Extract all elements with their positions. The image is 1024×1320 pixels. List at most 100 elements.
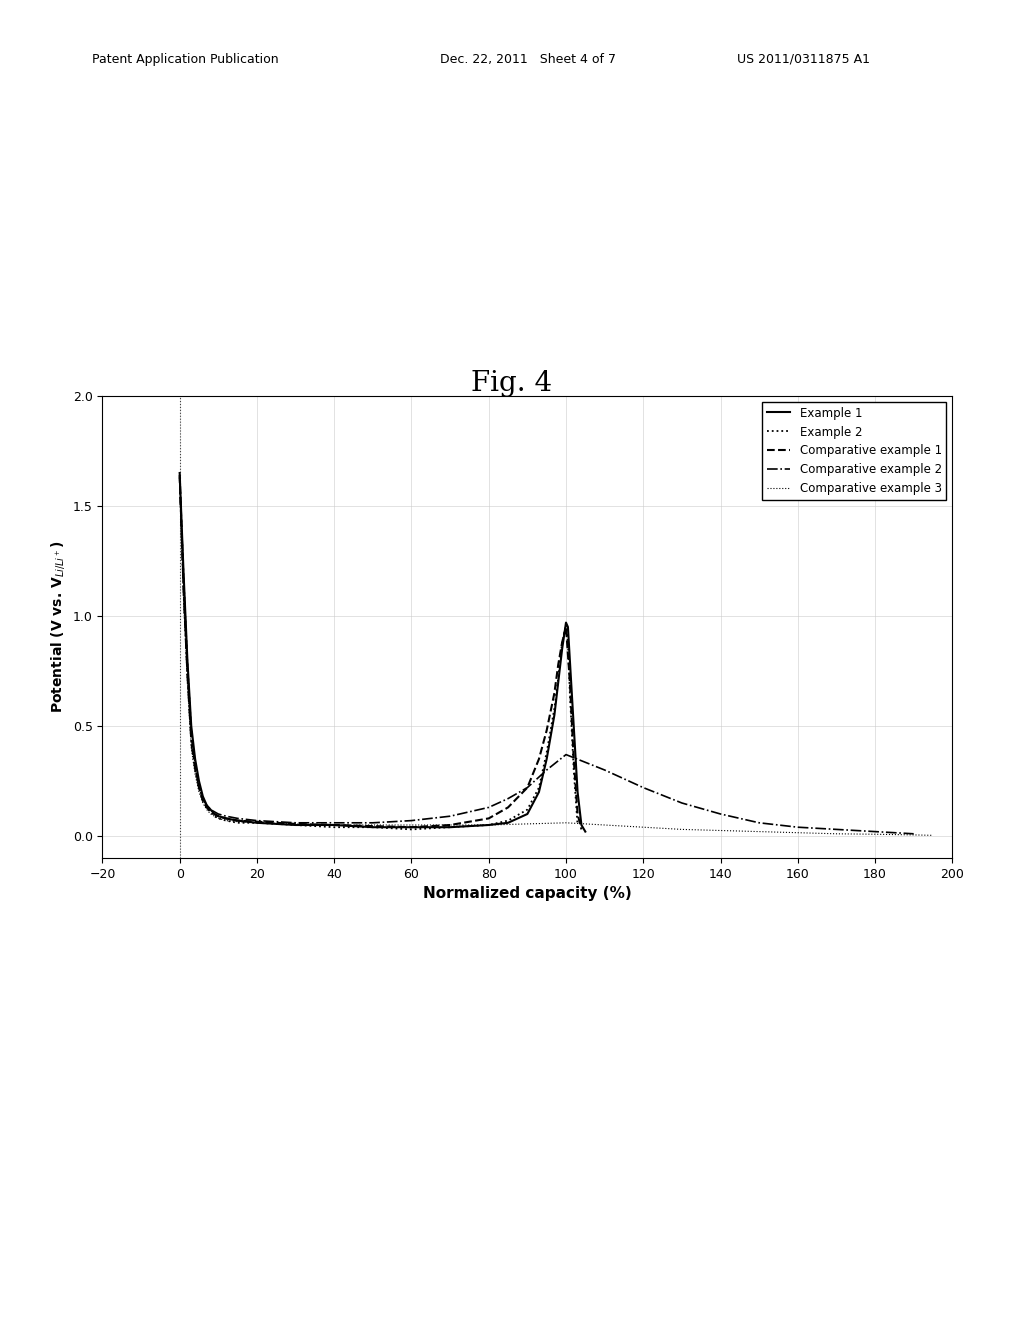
Example 2 <box>567 762 580 777</box>
Example 1 <box>563 652 575 668</box>
Comparative example 1 <box>521 780 534 796</box>
Example 1 <box>532 784 545 800</box>
Comparative example 3 <box>444 817 457 833</box>
Comparative example 1 <box>290 816 302 832</box>
Comparative example 1 <box>201 800 213 816</box>
Comparative example 1 <box>548 685 560 701</box>
Comparative example 1 <box>189 758 202 774</box>
Example 2 <box>208 808 220 824</box>
Comparative example 3 <box>830 826 843 842</box>
Comparative example 1 <box>444 817 457 833</box>
Comparative example 3 <box>189 767 202 783</box>
Comparative example 3 <box>231 813 244 830</box>
Example 1 <box>571 784 584 800</box>
Comparative example 1 <box>552 656 564 672</box>
Comparative example 2 <box>328 814 340 830</box>
Example 2 <box>290 817 302 833</box>
Example 2 <box>521 801 534 817</box>
Comparative example 1 <box>193 780 205 796</box>
Comparative example 1 <box>482 810 495 826</box>
Example 2 <box>482 817 495 833</box>
Comparative example 1 <box>208 807 220 822</box>
Comparative example 2 <box>869 824 882 840</box>
Comparative example 3 <box>482 817 495 833</box>
Example 2 <box>231 814 244 830</box>
Comparative example 2 <box>173 471 185 487</box>
Comparative example 2 <box>201 797 213 813</box>
Comparative example 2 <box>205 801 217 817</box>
Comparative example 3 <box>792 825 804 841</box>
Line: Comparative example 2: Comparative example 2 <box>179 479 913 834</box>
Example 1 <box>556 642 568 657</box>
Comparative example 2 <box>715 807 727 822</box>
Comparative example 3 <box>185 741 198 756</box>
Comparative example 1 <box>181 661 194 677</box>
Example 1 <box>521 807 534 822</box>
Comparative example 2 <box>189 762 202 777</box>
Example 2 <box>406 821 418 837</box>
Comparative example 3 <box>907 826 920 843</box>
Comparative example 1 <box>205 804 217 820</box>
Example 1 <box>552 675 564 690</box>
Example 1 <box>482 817 495 833</box>
Example 2 <box>560 616 572 632</box>
Example 1 <box>328 817 340 833</box>
Comparative example 1 <box>328 817 340 833</box>
Example 1 <box>205 801 217 817</box>
Example 2 <box>571 817 584 833</box>
Example 2 <box>181 656 194 672</box>
Comparative example 2 <box>181 669 194 685</box>
Comparative example 2 <box>367 814 379 830</box>
Comparative example 1 <box>556 635 568 651</box>
Comparative example 3 <box>181 675 194 690</box>
Example 1 <box>548 708 560 723</box>
Comparative example 1 <box>541 722 553 738</box>
Example 2 <box>212 810 224 826</box>
Example 2 <box>197 791 209 807</box>
Example 2 <box>552 669 564 685</box>
Example 1 <box>201 797 213 813</box>
Example 1 <box>181 652 194 668</box>
Comparative example 1 <box>563 675 575 690</box>
Example 1 <box>580 824 592 840</box>
Example 2 <box>563 685 575 701</box>
Example 1 <box>212 808 224 824</box>
Comparative example 2 <box>177 586 189 602</box>
Example 2 <box>502 813 514 829</box>
Example 1 <box>367 820 379 836</box>
Example 1 <box>197 788 209 804</box>
Example 1 <box>185 718 198 734</box>
Example 1 <box>575 817 588 833</box>
Comparative example 2 <box>290 814 302 830</box>
Example 1 <box>208 807 220 822</box>
Example 2 <box>220 813 232 829</box>
Comparative example 1 <box>567 751 580 767</box>
Text: US 2011/0311875 A1: US 2011/0311875 A1 <box>737 53 870 66</box>
Comparative example 2 <box>521 780 534 796</box>
Example 2 <box>556 635 568 651</box>
Text: Dec. 22, 2011   Sheet 4 of 7: Dec. 22, 2011 Sheet 4 of 7 <box>440 53 616 66</box>
Example 1 <box>189 751 202 767</box>
Example 1 <box>177 564 189 579</box>
Example 1 <box>562 619 574 635</box>
Line: Example 1: Example 1 <box>179 473 586 832</box>
Comparative example 2 <box>231 810 244 826</box>
Comparative example 3 <box>676 821 688 837</box>
Comparative example 3 <box>201 801 213 817</box>
Comparative example 3 <box>193 784 205 800</box>
Example 1 <box>567 718 580 734</box>
Comparative example 2 <box>792 820 804 836</box>
Example 1 <box>220 810 232 826</box>
Comparative example 1 <box>177 576 189 591</box>
Comparative example 1 <box>560 619 572 635</box>
Example 2 <box>562 635 574 651</box>
Line: Comparative example 3: Comparative example 3 <box>179 479 933 836</box>
Example 2 <box>444 820 457 836</box>
Comparative example 1 <box>532 751 545 767</box>
Comparative example 1 <box>502 800 514 816</box>
Example 1 <box>560 615 572 631</box>
Comparative example 1 <box>251 813 263 830</box>
Example 2 <box>201 800 213 816</box>
Example 2 <box>189 755 202 771</box>
Example 1 <box>251 814 263 830</box>
